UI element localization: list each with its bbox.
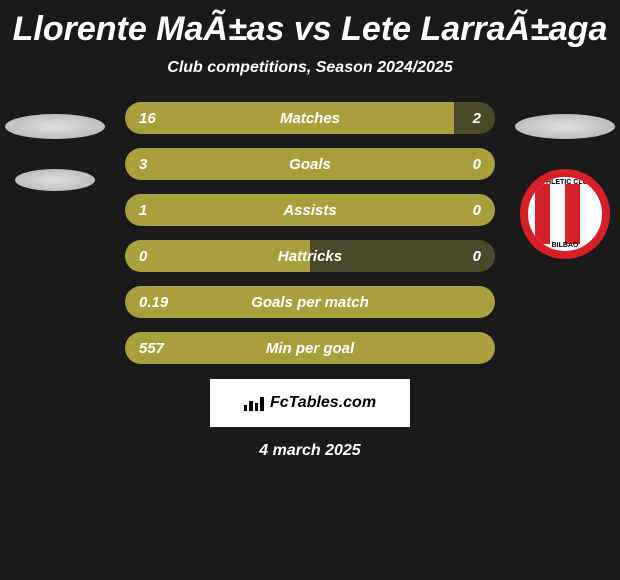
stat-value-left: 557 [139,340,164,357]
player1-placeholder-icon [5,114,105,139]
badge-text-bottom: BILBAO [528,242,602,249]
stat-bar-goals-per-match: 0.19 Goals per match [125,286,495,318]
stat-bar-goals: 3 Goals 0 [125,148,495,180]
stat-label: Goals per match [251,294,369,311]
stat-label: Assists [283,202,336,219]
stat-bar-assists: 1 Assists 0 [125,194,495,226]
stat-label: Min per goal [266,340,354,357]
stat-value-left: 3 [139,156,147,173]
fctables-brand-box: FcTables.com [210,379,410,427]
athletic-bilbao-badge-icon: ATHLETIC CLUB BILBAO [520,169,610,259]
stat-value-right: 2 [473,110,481,127]
left-side-column [5,102,105,191]
subtitle: Club competitions, Season 2024/2025 [0,59,620,77]
page-title: Llorente MaÃ±as vs Lete LarraÃ±aga [0,10,620,49]
footer: FcTables.com 4 march 2025 [0,379,620,460]
player2-placeholder-icon [515,114,615,139]
badge-stripes-icon [535,184,595,244]
stat-value-left: 1 [139,202,147,219]
stat-value-left: 16 [139,110,156,127]
stat-bar-hattricks: 0 Hattricks 0 [125,240,495,272]
comparison-infographic: Llorente MaÃ±as vs Lete LarraÃ±aga Club … [0,0,620,580]
right-side-column: ATHLETIC CLUB BILBAO [515,102,615,259]
stat-label: Hattricks [278,248,342,265]
stat-value-right: 0 [473,156,481,173]
bar-chart-icon [244,395,264,411]
stats-column: 16 Matches 2 3 Goals 0 1 Assists 0 0 Hattricks 0 0.1… [125,102,495,364]
stat-label: Goals [289,156,331,173]
content-row: 16 Matches 2 3 Goals 0 1 Assists 0 0 Hattricks 0 0.1… [0,102,620,364]
club2-badge-area: ATHLETIC CLUB BILBAO [515,169,615,259]
brand-text: FcTables.com [270,394,376,412]
stat-label: Matches [280,110,340,127]
club1-placeholder-icon [15,169,95,191]
stat-bar-min-per-goal: 557 Min per goal [125,332,495,364]
stat-value-left: 0.19 [139,294,168,311]
stat-value-left: 0 [139,248,147,265]
stat-bar-matches: 16 Matches 2 [125,102,495,134]
stat-value-right: 0 [473,248,481,265]
date-text: 4 march 2025 [259,442,360,460]
stat-value-right: 0 [473,202,481,219]
